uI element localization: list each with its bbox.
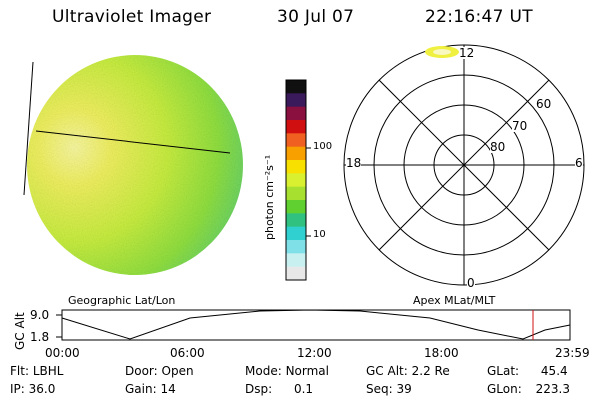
colorbar-band (286, 146, 306, 161)
gc-alt-field: GC Alt: 2.2 Re (366, 365, 450, 377)
glat-field: GLat: 45.4 (487, 365, 568, 377)
date-label: 30 Jul 07 (277, 7, 355, 27)
colorbar-band (286, 93, 306, 108)
glon-value: 223.3 (535, 382, 570, 396)
glon-field: GLon: 223.3 (487, 383, 570, 395)
door-label: Door: (125, 364, 158, 378)
colorbar-band (286, 106, 306, 121)
ip-field: IP: 36.0 (10, 383, 55, 395)
terminator-line (35, 130, 231, 154)
colorbar-band (286, 253, 306, 268)
colorbar-tick-label-100: 100 (313, 141, 333, 152)
mlt-label-12: 12 (459, 46, 475, 60)
orbit-xtick-label: 18:00 (424, 346, 459, 360)
gain-value: 14 (160, 382, 176, 396)
auroral-patch-core (433, 49, 451, 55)
instrument-title: Ultraviolet Imager (52, 7, 212, 27)
door-field: Door: Open (125, 365, 194, 377)
colorbar-band (286, 173, 306, 188)
orbit-xtick-label: 06:00 (170, 346, 205, 360)
seq-value: 39 (396, 382, 412, 396)
mode-label: Mode: (245, 364, 282, 378)
gain-field: Gain: 14 (125, 383, 176, 395)
glat-label: GLat: (487, 364, 520, 378)
orbit-xtick-label: 23:59 (555, 346, 590, 360)
colorbar-band (286, 186, 306, 201)
colorbar-band (286, 200, 306, 214)
colorbar-band (286, 80, 306, 94)
gc-alt-label: GC Alt: (366, 364, 408, 378)
globe-disk (27, 55, 243, 275)
filter-value: LBHL (32, 364, 64, 378)
orbit-ytick-label-1-8: 1.8 (30, 330, 50, 344)
glon-label: GLon: (487, 382, 522, 396)
colorbar-frame (285, 79, 307, 281)
mode-field: Mode: Normal (245, 365, 329, 377)
colorbar-band (286, 266, 306, 281)
gain-label: Gain: (125, 382, 157, 396)
ip-value: 36.0 (28, 382, 56, 396)
colorbar-bands (286, 80, 306, 281)
polar-diagonal-2 (378, 79, 550, 251)
filter-field: Flt: LBHL (10, 365, 63, 377)
time-label: 22:16:47 UT (425, 7, 533, 27)
colorbar-band (286, 240, 306, 254)
filter-label: Flt: (10, 364, 29, 378)
door-value: Open (161, 364, 194, 378)
orbit-plot-frame (61, 309, 571, 341)
seq-field: Seq: 39 (366, 383, 412, 395)
mlt-label-6: 6 (575, 156, 583, 170)
mode-value: Normal (285, 364, 329, 378)
limb-line (23, 61, 34, 196)
orbit-ytick-label-9: 9.0 (30, 308, 50, 322)
dsp-field: Dsp: 0.1 (245, 383, 313, 395)
colorbar-band (286, 213, 306, 228)
lat-label-70: 70 (512, 119, 528, 133)
lat-label-80: 80 (490, 140, 506, 154)
orbit-altitude-curve (61, 309, 571, 340)
glat-value: 45.4 (540, 364, 568, 378)
gc-alt-value: 2.2 Re (411, 364, 450, 378)
seq-label: Seq: (366, 382, 393, 396)
colorbar-tick-label-10: 10 (313, 229, 326, 240)
mlt-label-0: 0 (467, 276, 475, 290)
colorbar-band (286, 133, 306, 148)
colorbar-band (286, 226, 306, 241)
colorbar-band (286, 120, 306, 134)
globe-projection-label: Geographic Lat/Lon (68, 294, 176, 307)
mlt-label-18: 18 (346, 156, 362, 170)
dsp-value: 0.1 (293, 382, 314, 396)
orbit-axis-title: GC Alt (13, 312, 27, 350)
orbit-xtick-label: 12:00 (297, 346, 332, 360)
orbit-xtick-label: 00:00 (45, 346, 80, 360)
lat-label-60: 60 (536, 97, 552, 111)
polar-projection-label: Apex MLat/MLT (413, 294, 496, 307)
ip-label: IP: (10, 382, 25, 396)
colorbar-band (286, 160, 306, 174)
dsp-label: Dsp: (245, 382, 273, 396)
